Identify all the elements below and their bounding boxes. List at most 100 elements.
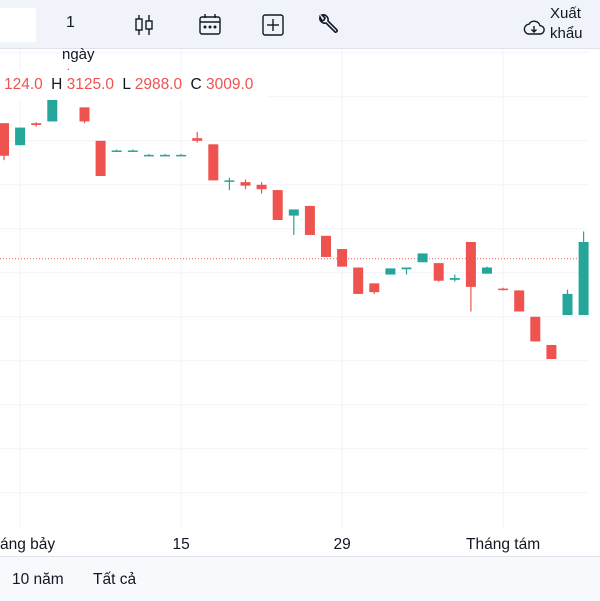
open-value: 124.0 — [4, 76, 43, 93]
candle — [465, 242, 476, 312]
candle — [127, 149, 138, 152]
candle-body — [79, 107, 90, 122]
candle — [401, 267, 412, 275]
candle — [192, 132, 203, 143]
candle — [240, 179, 251, 190]
candle-body — [143, 154, 154, 157]
export-label: Xuất khẩu — [550, 5, 583, 42]
close-value: 3009.0 — [205, 76, 254, 93]
candle-body — [417, 253, 428, 263]
candle — [449, 274, 460, 282]
candle — [530, 316, 541, 342]
candle — [272, 190, 283, 220]
export-button[interactable]: Xuất khẩu — [522, 4, 600, 48]
candle-body — [369, 283, 380, 293]
candle — [15, 127, 26, 146]
candle — [176, 154, 187, 157]
interval-button[interactable]: 1 — [66, 14, 75, 31]
candle-body — [465, 242, 476, 287]
candle-body — [0, 123, 9, 156]
candle-body — [95, 140, 106, 176]
candle-body — [192, 138, 203, 141]
x-axis-labels: áng bảy 15 29 Tháng tám — [0, 536, 540, 553]
candle-body — [546, 344, 557, 360]
range-bar: 10 năm Tất cả — [0, 556, 600, 601]
candle — [417, 253, 428, 263]
candle-body — [224, 180, 235, 182]
candle-body — [111, 150, 122, 152]
candle-body — [385, 268, 396, 275]
candles — [0, 68, 589, 360]
candle — [498, 287, 509, 291]
candle-body — [176, 154, 187, 157]
candle — [369, 283, 380, 294]
candle-body — [127, 150, 138, 152]
candle — [482, 266, 492, 274]
candle — [143, 154, 154, 157]
candle-body — [240, 182, 251, 186]
candle — [208, 144, 219, 181]
range-button-10y[interactable]: 10 năm — [12, 571, 64, 588]
candle — [288, 209, 299, 235]
candle — [304, 205, 315, 235]
cloud-download-icon — [523, 20, 545, 35]
candle-body — [47, 89, 58, 122]
candle-body — [31, 123, 42, 125]
candle-body — [288, 209, 299, 216]
ohlc-legend: 124.0 H 3125.0 L 2988.0 C 3009.0 — [0, 70, 268, 100]
candle — [385, 268, 396, 275]
x-tick-label: Tháng tám — [466, 536, 540, 553]
x-tick-label: 29 — [333, 536, 350, 553]
candle-body — [530, 316, 541, 342]
calendar-icon[interactable] — [197, 12, 223, 38]
candle-body — [433, 263, 444, 281]
candle — [111, 149, 122, 152]
candle — [31, 122, 42, 127]
candle-body — [578, 242, 589, 316]
candle — [321, 235, 331, 257]
candle-body — [498, 288, 509, 291]
low-value: 2988.0 — [134, 76, 183, 93]
candle — [160, 154, 170, 157]
candle — [337, 249, 348, 267]
candle — [79, 107, 90, 124]
candle-body — [353, 267, 364, 294]
candle-body — [304, 205, 315, 235]
x-tick-label: 15 — [172, 536, 189, 553]
candle-body — [514, 290, 525, 312]
candle-body — [208, 144, 219, 181]
candle — [0, 123, 9, 161]
candle-body — [337, 249, 348, 267]
candles-icon[interactable] — [131, 12, 157, 38]
x-tick-label: áng bảy — [0, 536, 55, 553]
candle — [546, 344, 557, 360]
candle — [95, 140, 106, 176]
candlestick-chart[interactable]: áng bảy 15 29 Tháng tám — [0, 0, 600, 556]
symbol-box[interactable] — [0, 8, 36, 42]
range-button-all[interactable]: Tất cả — [93, 571, 137, 588]
candle — [353, 267, 364, 294]
close-label: C — [190, 76, 202, 93]
candle-body — [15, 127, 26, 146]
candle-body — [321, 235, 331, 257]
candle — [578, 231, 589, 316]
candle-body — [482, 267, 492, 274]
candle — [562, 289, 573, 316]
candle-body — [562, 293, 573, 316]
candle-body — [256, 184, 267, 190]
candle-body — [401, 267, 412, 270]
candle-body — [449, 278, 460, 280]
top-toolbar: 1 Xuất khẩu — [0, 0, 600, 49]
candle — [256, 182, 267, 194]
high-value: 3125.0 — [66, 76, 115, 93]
candle-body — [160, 154, 170, 157]
wrench-icon[interactable] — [315, 12, 341, 38]
low-label: L — [122, 76, 131, 93]
add-indicator-icon[interactable] — [260, 12, 286, 38]
high-label: H — [51, 76, 63, 93]
candle — [224, 177, 235, 191]
interval-unit-label: ngày — [62, 46, 95, 63]
candle — [433, 263, 444, 282]
candle-body — [272, 190, 283, 220]
candle — [514, 290, 525, 312]
